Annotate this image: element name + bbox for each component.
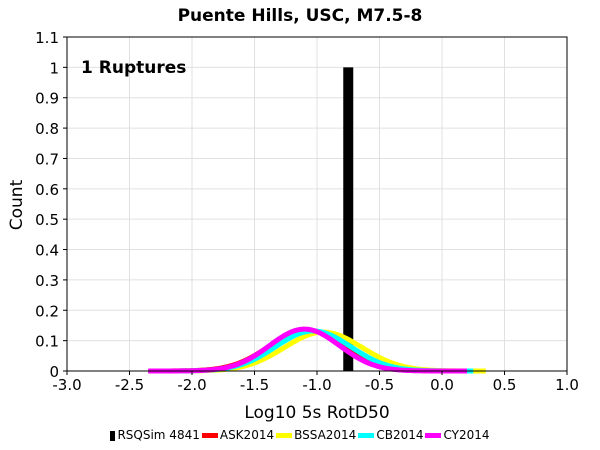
x-tick-label: 1.0 [555, 376, 579, 394]
legend-item: RSQSim 4841 [110, 428, 200, 442]
legend-label: ASK2014 [219, 428, 275, 442]
histogram-bar [343, 67, 354, 371]
legend-swatch [276, 433, 293, 438]
x-tick-label: -3.0 [52, 376, 81, 394]
y-tick-label: 0.8 [35, 120, 59, 138]
y-tick-label: 1.1 [35, 29, 59, 47]
y-tick-label: 0.3 [35, 272, 59, 290]
series-line-cb2014 [148, 328, 474, 374]
x-tick-label: 0.0 [430, 376, 454, 394]
x-tick-label: 0.5 [493, 376, 517, 394]
legend-swatch [425, 433, 442, 438]
y-tick-label: 1 [49, 59, 59, 77]
x-tick-label: -1.5 [240, 376, 269, 394]
chart-legend: RSQSim 4841 ASK2014 BSSA2014 CB2014 CY2014 [0, 428, 600, 442]
y-tick-label: 0.1 [35, 333, 59, 351]
legend-swatch [201, 433, 218, 438]
y-tick-label: 0.6 [35, 181, 59, 199]
chart-title: Puente Hills, USC, M7.5-8 [178, 6, 423, 26]
legend-label: CB2014 [376, 428, 424, 442]
x-tick-label: -0.5 [365, 376, 394, 394]
legend-item: BSSA2014 [276, 428, 356, 442]
y-tick-label: 0.5 [35, 211, 59, 229]
y-tick-label: 0.4 [35, 242, 59, 260]
legend-item: ASK2014 [201, 428, 275, 442]
y-tick-label: 0 [49, 363, 59, 381]
legend-label: CY2014 [443, 428, 490, 442]
y-axis-label: Count [7, 179, 27, 230]
legend-swatch [110, 430, 116, 441]
x-tick-label: -1.0 [302, 376, 331, 394]
y-tick-label: 0.9 [35, 90, 59, 108]
legend-swatch [358, 433, 375, 438]
legend-label: RSQSim 4841 [117, 428, 200, 442]
x-tick-label: -2.0 [177, 376, 206, 394]
x-tick-label: -2.5 [115, 376, 144, 394]
legend-item: CB2014 [358, 428, 423, 442]
legend-item: CY2014 [425, 428, 490, 442]
y-tick-label: 0.2 [35, 302, 59, 320]
legend-label: BSSA2014 [294, 428, 357, 442]
y-tick-label: 0.7 [35, 150, 59, 168]
x-axis-label: Log10 5s RotD50 [244, 403, 389, 423]
rupture-count-annotation: 1 Ruptures [81, 58, 186, 78]
